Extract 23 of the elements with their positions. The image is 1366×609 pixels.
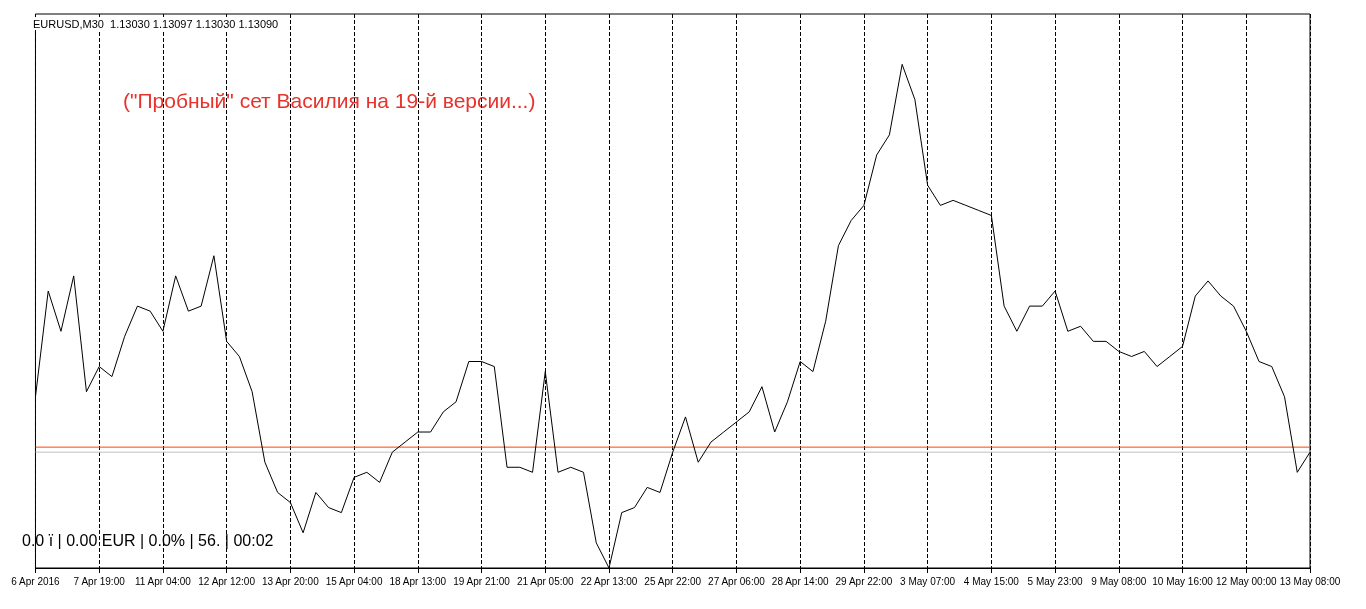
x-tick-label: 6 Apr 2016	[11, 575, 61, 587]
x-tick-label: 13 Apr 20:00	[262, 575, 320, 587]
x-tick-label: 29 Apr 22:00	[835, 575, 893, 587]
x-tick-label: 12 Apr 12:00	[198, 575, 256, 587]
x-tick-label: 5 May 23:00	[1027, 575, 1084, 587]
x-tick-label: 22 Apr 13:00	[580, 575, 638, 587]
x-tick-label: 4 May 15:00	[963, 575, 1020, 587]
chart-title: EURUSD,M30 1.13030 1.13097 1.13030 1.13090	[33, 17, 279, 30]
x-tick-label: 7 Apr 19:00	[73, 575, 126, 587]
annotation: ("Пробный" сет Василия на 19-й версии...)	[123, 89, 536, 112]
x-tick-label: 3 May 07:00	[900, 575, 956, 587]
x-tick-label: 25 Apr 22:00	[644, 575, 702, 587]
x-tick-label: 11 Apr 04:00	[134, 575, 192, 587]
x-tick-label: 18 Apr 13:00	[389, 575, 447, 587]
x-tick-label: 27 Apr 06:00	[708, 575, 766, 587]
x-tick-label: 15 Apr 04:00	[325, 575, 383, 587]
x-tick-label: 21 Apr 05:00	[516, 575, 575, 587]
x-tick-label: 19 Apr 21:00	[453, 575, 511, 587]
x-tick-label: 13 May 08:00	[1279, 575, 1341, 587]
x-tick-label: 12 May 00:00	[1215, 575, 1277, 587]
x-tick-label: 28 Apr 14:00	[771, 575, 829, 587]
x-tick-label: 9 May 08:00	[1091, 575, 1147, 587]
x-tick-label: 10 May 16:00	[1152, 575, 1214, 587]
